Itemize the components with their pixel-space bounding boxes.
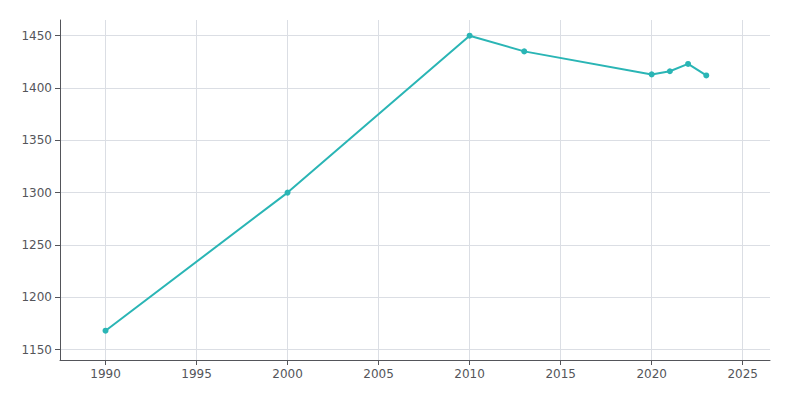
- svg-text:1150: 1150: [21, 343, 52, 357]
- svg-text:1250: 1250: [21, 238, 52, 252]
- svg-text:1400: 1400: [21, 81, 52, 95]
- svg-text:2005: 2005: [363, 367, 394, 381]
- svg-text:1450: 1450: [21, 29, 52, 43]
- svg-text:2000: 2000: [272, 367, 303, 381]
- svg-text:2020: 2020: [636, 367, 667, 381]
- svg-text:2015: 2015: [545, 367, 576, 381]
- svg-text:1995: 1995: [181, 367, 212, 381]
- svg-text:1200: 1200: [21, 290, 52, 304]
- svg-text:1300: 1300: [21, 186, 52, 200]
- svg-text:2010: 2010: [454, 367, 485, 381]
- svg-text:2025: 2025: [727, 367, 758, 381]
- svg-text:1350: 1350: [21, 133, 52, 147]
- svg-text:1990: 1990: [90, 367, 121, 381]
